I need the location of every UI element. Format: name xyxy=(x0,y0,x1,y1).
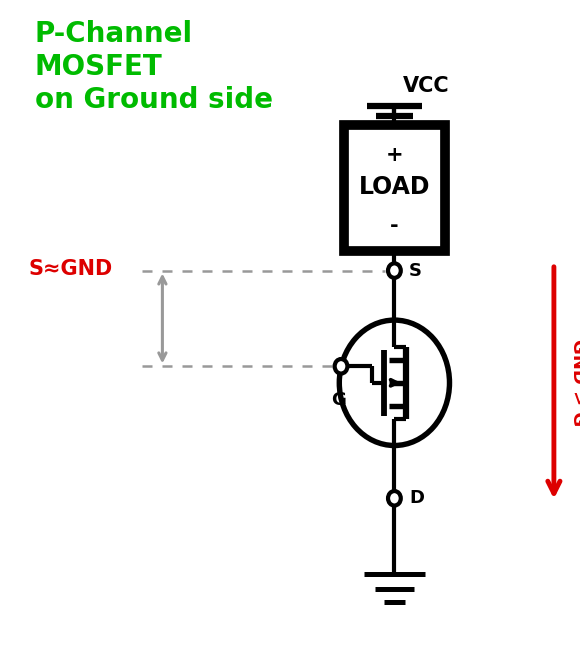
Text: S: S xyxy=(409,261,422,280)
Circle shape xyxy=(388,263,401,278)
Circle shape xyxy=(388,491,401,506)
Text: -: - xyxy=(390,216,398,236)
Text: LOAD: LOAD xyxy=(358,175,430,199)
Circle shape xyxy=(339,320,450,446)
Text: MOSFET: MOSFET xyxy=(35,53,162,81)
Text: P-Channel: P-Channel xyxy=(35,20,193,48)
FancyBboxPatch shape xyxy=(343,125,445,251)
Text: GND > G: GND > G xyxy=(569,339,580,426)
Text: G: G xyxy=(331,391,346,409)
Circle shape xyxy=(335,359,347,374)
Text: S≈GND: S≈GND xyxy=(29,259,113,279)
Text: VCC: VCC xyxy=(403,76,450,96)
Text: on Ground side: on Ground side xyxy=(35,86,273,114)
Text: D: D xyxy=(409,489,424,508)
Text: +: + xyxy=(386,145,403,165)
